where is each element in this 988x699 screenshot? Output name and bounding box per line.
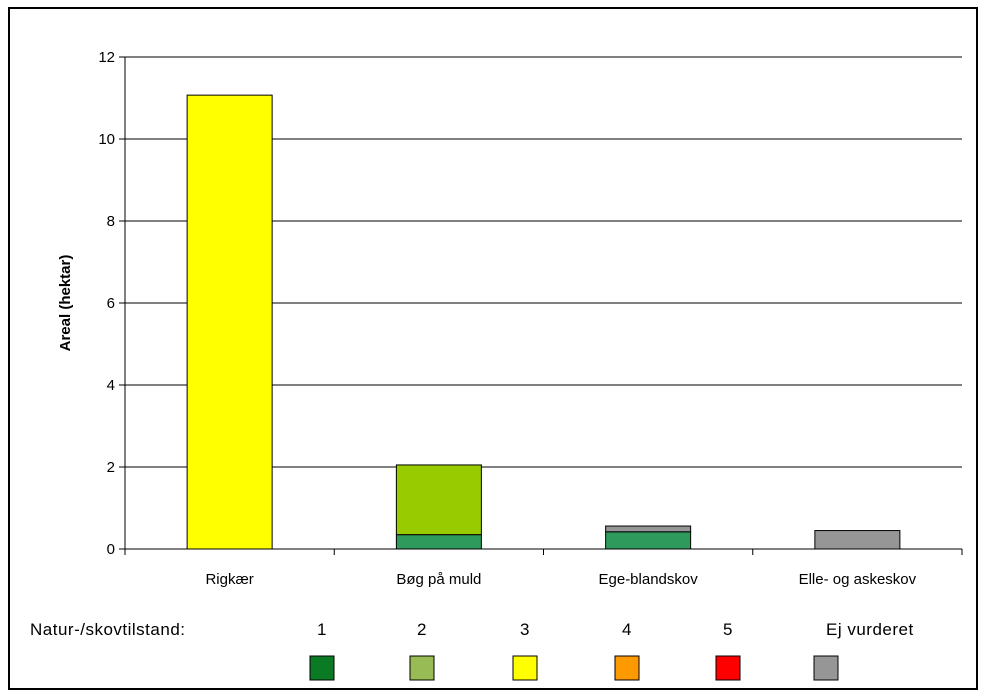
x-tick-label: Ege-blandskov (599, 571, 699, 588)
bars (186, 94, 901, 550)
legend-label: 3 (520, 620, 530, 639)
bar-segment (186, 94, 273, 550)
legend-swatch (409, 655, 435, 681)
legend-swatch (715, 655, 741, 681)
y-tick-label: 0 (107, 541, 115, 558)
bar-segment (605, 531, 692, 550)
axes (119, 56, 963, 555)
y-tick-label: 12 (98, 49, 115, 66)
chart-frame (8, 7, 978, 690)
legend-title: Natur-/skovtilstand: (30, 620, 186, 639)
bar-segment (814, 530, 901, 550)
y-tick-labels: 0 2 4 6 8 10 12 (98, 49, 115, 558)
legend-label: 2 (417, 620, 427, 639)
legend-swatch (512, 655, 538, 681)
y-tick-label: 2 (107, 459, 115, 476)
x-tick-label: Rigkær (205, 571, 253, 588)
legend-swatch (813, 655, 839, 681)
x-tick-labels: Rigkær Bøg på muld Ege-blandskov Elle- og a… (205, 571, 916, 588)
y-tick-label: 10 (98, 131, 115, 148)
legend-label: 5 (723, 620, 733, 639)
legend-label: 4 (622, 620, 632, 639)
legend-label: Ej vurderet (826, 620, 914, 639)
y-tick-label: 6 (107, 295, 115, 312)
x-tick-label: Elle- og askeskov (799, 571, 917, 588)
bar-segment (395, 534, 482, 550)
bar-segment (395, 464, 482, 536)
x-tick-label: Bøg på muld (396, 571, 481, 588)
bar-segment (605, 525, 692, 533)
legend-swatch (614, 655, 640, 681)
y-tick-label: 8 (107, 213, 115, 230)
y-axis-label: Areal (hektar) (57, 255, 74, 352)
y-tick-label: 4 (107, 377, 115, 394)
legend-label: 1 (317, 620, 327, 639)
legend: Natur-/skovtilstand: 1 2 3 4 5 Ej vurderet (30, 620, 914, 681)
legend-swatch (309, 655, 335, 681)
